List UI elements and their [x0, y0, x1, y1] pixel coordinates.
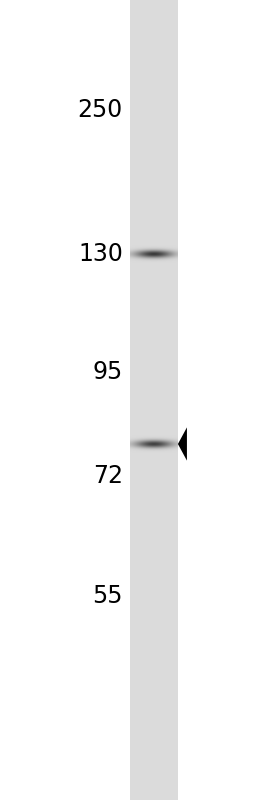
Text: 250: 250 [78, 98, 123, 122]
Text: 72: 72 [93, 464, 123, 488]
Bar [130, 0, 178, 800]
Text: 130: 130 [78, 242, 123, 266]
Polygon shape [178, 427, 187, 461]
Text: 95: 95 [93, 360, 123, 384]
Text: 55: 55 [92, 584, 123, 608]
